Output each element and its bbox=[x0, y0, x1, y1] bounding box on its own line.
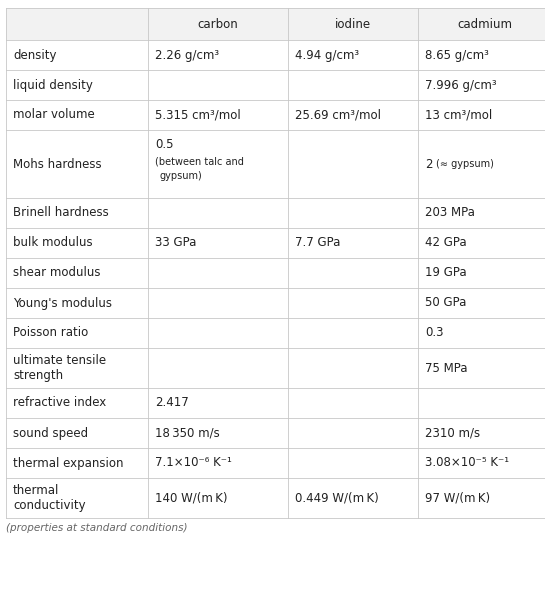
Text: (≈ gypsum): (≈ gypsum) bbox=[436, 159, 494, 169]
Text: 33 GPa: 33 GPa bbox=[155, 236, 196, 250]
Text: bulk modulus: bulk modulus bbox=[13, 236, 93, 250]
Text: molar volume: molar volume bbox=[13, 109, 95, 122]
Text: 203 MPa: 203 MPa bbox=[425, 207, 475, 220]
Text: 2310 m/s: 2310 m/s bbox=[425, 426, 480, 439]
Text: 2: 2 bbox=[425, 158, 433, 171]
Text: 0.449 W/(m K): 0.449 W/(m K) bbox=[295, 491, 379, 504]
Text: 2.26 g/cm³: 2.26 g/cm³ bbox=[155, 48, 219, 61]
Text: carbon: carbon bbox=[198, 17, 238, 30]
Text: 7.996 g/cm³: 7.996 g/cm³ bbox=[425, 78, 496, 91]
Text: Mohs hardness: Mohs hardness bbox=[13, 158, 101, 171]
Text: iodine: iodine bbox=[335, 17, 371, 30]
Text: ultimate tensile
strength: ultimate tensile strength bbox=[13, 354, 106, 382]
Text: gypsum): gypsum) bbox=[159, 171, 202, 181]
Text: 18 350 m/s: 18 350 m/s bbox=[155, 426, 220, 439]
Text: 75 MPa: 75 MPa bbox=[425, 362, 468, 374]
Text: (properties at standard conditions): (properties at standard conditions) bbox=[6, 523, 187, 533]
Text: Poisson ratio: Poisson ratio bbox=[13, 327, 88, 340]
Bar bbox=[6, 8, 545, 40]
Text: refractive index: refractive index bbox=[13, 396, 106, 410]
Text: 5.315 cm³/mol: 5.315 cm³/mol bbox=[155, 109, 241, 122]
Text: 3.08×10⁻⁵ K⁻¹: 3.08×10⁻⁵ K⁻¹ bbox=[425, 457, 509, 469]
Text: sound speed: sound speed bbox=[13, 426, 88, 439]
Text: 7.1×10⁻⁶ K⁻¹: 7.1×10⁻⁶ K⁻¹ bbox=[155, 457, 232, 469]
Text: 19 GPa: 19 GPa bbox=[425, 266, 467, 279]
Text: 140 W/(m K): 140 W/(m K) bbox=[155, 491, 227, 504]
Text: 4.94 g/cm³: 4.94 g/cm³ bbox=[295, 48, 359, 61]
Text: Young's modulus: Young's modulus bbox=[13, 297, 112, 309]
Text: liquid density: liquid density bbox=[13, 78, 93, 91]
Text: 0.5: 0.5 bbox=[155, 137, 173, 150]
Text: 7.7 GPa: 7.7 GPa bbox=[295, 236, 341, 250]
Text: cadmium: cadmium bbox=[457, 17, 512, 30]
Text: 97 W/(m K): 97 W/(m K) bbox=[425, 491, 490, 504]
Text: shear modulus: shear modulus bbox=[13, 266, 100, 279]
Text: 0.3: 0.3 bbox=[425, 327, 444, 340]
Text: density: density bbox=[13, 48, 57, 61]
Text: 50 GPa: 50 GPa bbox=[425, 297, 467, 309]
Text: 25.69 cm³/mol: 25.69 cm³/mol bbox=[295, 109, 381, 122]
Text: Brinell hardness: Brinell hardness bbox=[13, 207, 109, 220]
Text: thermal expansion: thermal expansion bbox=[13, 457, 124, 469]
Text: (between talc and: (between talc and bbox=[155, 157, 244, 167]
Text: 13 cm³/mol: 13 cm³/mol bbox=[425, 109, 492, 122]
Text: 8.65 g/cm³: 8.65 g/cm³ bbox=[425, 48, 489, 61]
Text: 42 GPa: 42 GPa bbox=[425, 236, 467, 250]
Text: thermal
conductivity: thermal conductivity bbox=[13, 484, 86, 512]
Text: 2.417: 2.417 bbox=[155, 396, 189, 410]
